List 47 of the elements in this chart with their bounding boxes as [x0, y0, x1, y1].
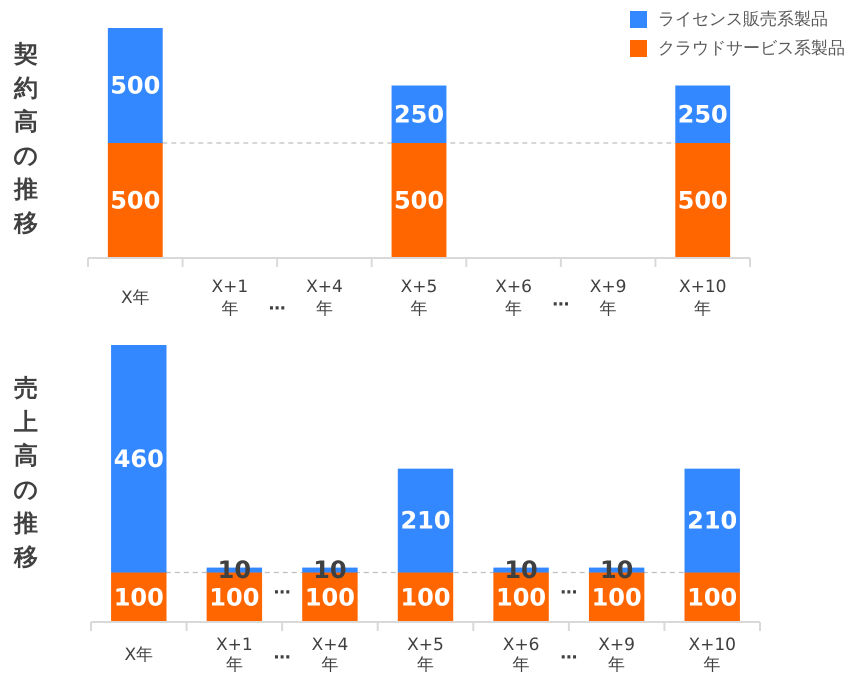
x-tick-label: X+5年 [400, 277, 438, 319]
data-label: 500 [110, 72, 160, 100]
x-tick-label: X+9年 [590, 277, 626, 319]
x-tick-label: X年 [120, 288, 150, 308]
data-label: 10 [313, 556, 347, 584]
data-label: 250 [394, 100, 444, 128]
x-tick-label: X+1年 [216, 635, 253, 675]
x-tick-label: X+10年 [678, 277, 726, 319]
x-tick-label: X+6年 [502, 635, 540, 675]
annotation: … [274, 644, 291, 664]
x-tick-label: X+6年 [495, 277, 532, 319]
data-label: 210 [400, 506, 451, 535]
data-label: 100 [496, 583, 546, 612]
annotation: … [560, 578, 578, 598]
x-tick-label: X年 [124, 645, 154, 665]
data-label: 100 [209, 583, 260, 612]
bar [111, 345, 166, 573]
bar [684, 468, 740, 573]
data-label: 10 [600, 556, 634, 584]
data-label: 500 [394, 186, 444, 214]
annotation: … [268, 294, 286, 314]
legend-label: クラウドサービス系製品 [658, 38, 845, 58]
data-label: 500 [678, 186, 728, 214]
x-tick-label: X+9年 [598, 635, 635, 675]
legend-label: ライセンス販売系製品 [658, 10, 828, 30]
data-label: 500 [110, 186, 160, 214]
data-label: 100 [592, 583, 642, 612]
bar [398, 468, 454, 573]
data-label: 10 [504, 556, 538, 584]
annotation: … [552, 290, 570, 310]
x-tick-label: X+4年 [306, 277, 343, 319]
x-tick-label: X+5年 [407, 635, 444, 675]
data-label: 250 [678, 100, 728, 128]
x-tick-label: X+1年 [212, 277, 248, 319]
title: 売上高の推移 [14, 374, 38, 571]
data-label: 100 [687, 583, 738, 612]
data-label: 10 [218, 556, 252, 584]
x-tick-label: X+10年 [688, 635, 736, 675]
data-label: 100 [304, 583, 355, 612]
data-label: 100 [114, 583, 164, 612]
title: 契約高の推移 [14, 40, 38, 237]
data-label: 100 [400, 583, 451, 612]
data-label: 210 [687, 506, 738, 535]
annotation: … [274, 578, 291, 598]
x-tick-label: X+4年 [312, 635, 348, 675]
data-label: 460 [114, 444, 164, 473]
annotation: … [560, 644, 578, 664]
